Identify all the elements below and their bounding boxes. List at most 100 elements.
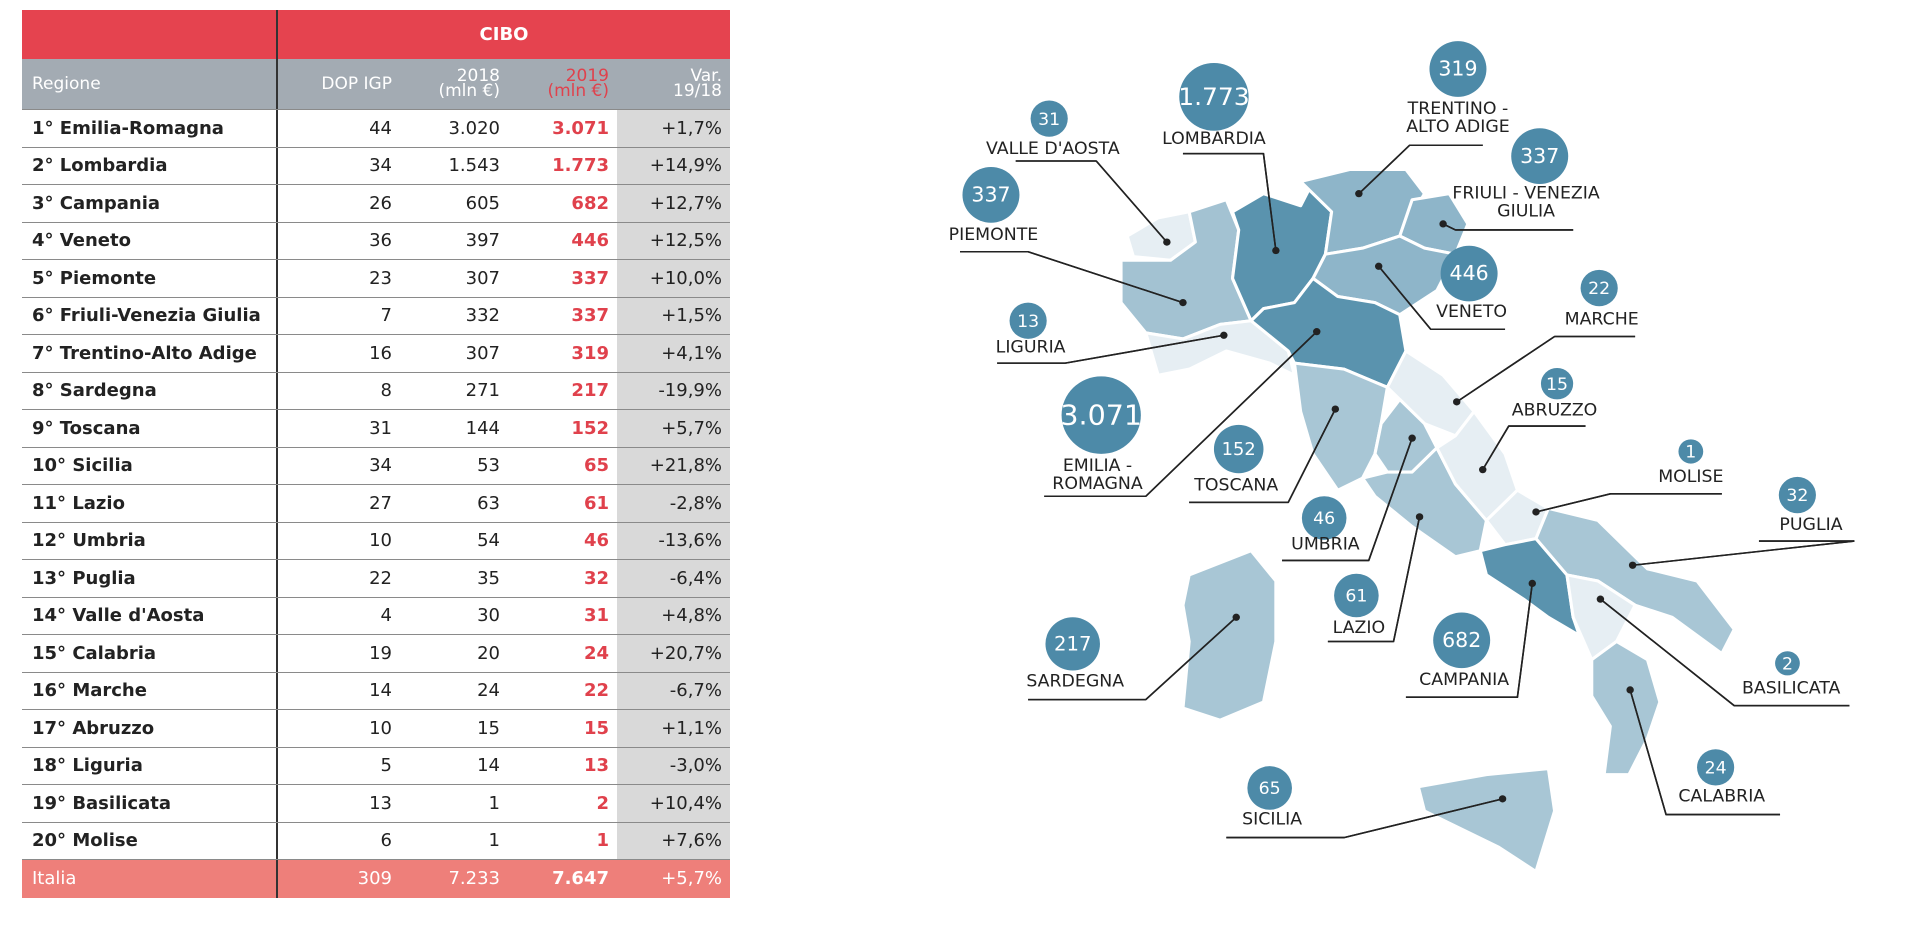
leader-line — [1368, 437, 1413, 561]
region-dot — [1479, 466, 1487, 474]
header-text: (mln €) — [547, 81, 609, 101]
region-dot — [1415, 513, 1424, 521]
value-bubble — [1009, 302, 1047, 339]
value-bubble — [1440, 245, 1498, 302]
cell: 16° Marche — [22, 672, 278, 709]
region-dot — [1163, 238, 1171, 246]
cell: 3.020 — [448, 117, 500, 139]
cell: 18° Liguria — [22, 747, 278, 784]
leader-line — [1632, 540, 1855, 567]
value-bubble — [1778, 476, 1816, 514]
table-row: 9° Toscana 31 144 152 +5,7% — [22, 410, 730, 448]
cell: 10 — [369, 530, 392, 552]
value-bubble — [1045, 617, 1100, 671]
cell: 30 — [477, 605, 500, 627]
region-dot — [1528, 579, 1536, 588]
cell: +14,9% — [617, 147, 730, 184]
region-name: SICILIA — [1242, 810, 1302, 830]
leader-line — [1599, 598, 1735, 707]
region-name: UMBRIA — [1291, 535, 1360, 555]
region-name: EMILIA - — [1063, 456, 1132, 476]
cell: 26 — [369, 192, 392, 214]
value-bubble — [1429, 41, 1487, 97]
cell: 1 — [488, 792, 500, 814]
cell: 307 — [465, 342, 500, 364]
table-row: 6° Friuli-Venezia Giulia 7 332 337 +1,5% — [22, 297, 730, 335]
cell: 15 — [477, 717, 500, 739]
header-cell: 2018 (mln €) — [400, 59, 508, 109]
region-name: MOLISE — [1658, 467, 1723, 487]
header-text: Regione — [32, 73, 101, 94]
bubble-value: 3.071 — [1060, 399, 1142, 432]
cell: 24 — [477, 680, 500, 702]
cell: 63 — [477, 492, 500, 514]
region-name: LIGURIA — [996, 337, 1066, 357]
cell: +10,0% — [617, 260, 730, 297]
leader-line — [1535, 493, 1611, 513]
cell: 35 — [477, 567, 500, 589]
blank-cell — [22, 10, 278, 59]
cell: +1,7% — [617, 110, 730, 147]
header-text: 19/18 — [673, 81, 722, 101]
region-name: VALLE D'AOSTA — [986, 139, 1120, 159]
cell: 44 — [369, 117, 392, 139]
table-row: 15° Calabria 19 20 24 +20,7% — [22, 635, 730, 673]
table-row: 10° Sicilia 34 53 65 +21,8% — [22, 447, 730, 485]
cell: +10,4% — [617, 785, 730, 822]
leader-line — [1392, 516, 1421, 642]
value-bubble — [962, 167, 1020, 223]
value-bubble — [1433, 612, 1491, 669]
cell: +7,6% — [617, 822, 730, 859]
cell: 397 — [465, 230, 500, 252]
region-name: GIULIA — [1497, 202, 1555, 222]
leader-line — [1343, 798, 1503, 839]
cell: 1 — [488, 830, 500, 852]
region-name: BASILICATA — [1742, 679, 1841, 699]
cell: 53 — [477, 455, 500, 477]
cell: 1.773 — [552, 155, 609, 177]
cell: 4 — [380, 605, 392, 627]
value-bubble — [1061, 376, 1141, 454]
value-bubble — [1775, 651, 1800, 676]
region-dot — [1331, 405, 1340, 413]
leader-line — [1358, 144, 1411, 195]
header-row: Regione DOP IGP 2018 (mln €) 2019 (mln €) Var.… — [22, 59, 730, 110]
bubble-value: 65 — [1259, 779, 1281, 799]
cell: 1 — [596, 830, 609, 852]
cell: 32 — [583, 567, 609, 589]
leader-line — [1262, 153, 1277, 251]
header-cell: DOP IGP — [278, 59, 400, 109]
cell: -6,4% — [617, 560, 730, 597]
bubble-value: 1.773 — [1178, 82, 1249, 111]
bubble-value: 13 — [1017, 312, 1039, 332]
value-bubble — [1678, 439, 1704, 464]
table-row: 16° Marche 14 24 22 -6,7% — [22, 672, 730, 710]
leader-line — [1065, 334, 1224, 364]
cell: 7 — [380, 305, 392, 327]
cell: +12,7% — [617, 185, 730, 222]
table-row: 11° Lazio 27 63 61 -2,8% — [22, 485, 730, 523]
table-row: 7° Trentino-Alto Adige 16 307 319 +4,1% — [22, 335, 730, 373]
cell: 14 — [477, 755, 500, 777]
cell: 337 — [571, 305, 609, 327]
region-dot — [1374, 262, 1383, 270]
cell: 144 — [465, 417, 500, 439]
cell: 682 — [571, 192, 609, 214]
cell: 3.071 — [552, 117, 609, 139]
bubble-value: 24 — [1705, 759, 1727, 779]
value-bubble — [1179, 62, 1249, 131]
leader-line — [1145, 331, 1318, 497]
value-bubble — [1334, 573, 1379, 618]
data-table: CIBO Regione DOP IGP 2018 (mln €) 2019 (mln €)… — [22, 10, 730, 898]
cell: 307 — [465, 267, 500, 289]
header-text: 2018 — [456, 66, 500, 86]
cell: 271 — [465, 380, 500, 402]
table-row: 20° Molise 6 1 1 +7,6% — [22, 822, 730, 860]
region — [1590, 639, 1662, 777]
cell: 7° Trentino-Alto Adige — [22, 335, 278, 372]
leader-line — [1145, 616, 1237, 701]
cell: 46 — [583, 530, 609, 552]
cell: 61 — [583, 492, 609, 514]
cell: 17° Abruzzo — [22, 710, 278, 747]
region-dot — [1498, 795, 1507, 803]
